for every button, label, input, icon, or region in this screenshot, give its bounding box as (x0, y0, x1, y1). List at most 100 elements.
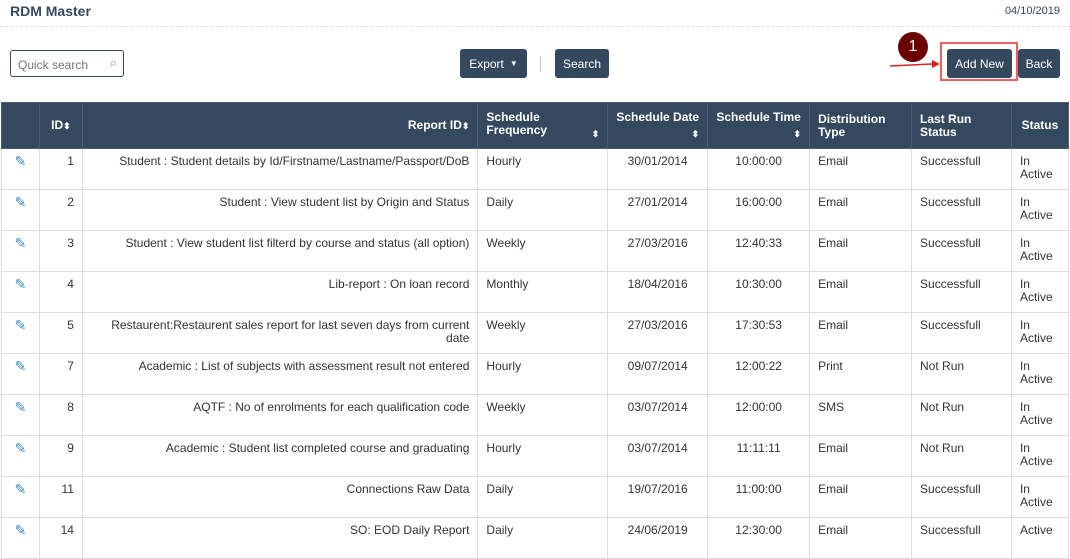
cell: Academic : List of subjects with assessm… (81, 353, 479, 395)
cell: 27/03/2016 (607, 230, 709, 272)
annotation-arrow-icon (889, 60, 940, 68)
cell: 1 (38, 148, 83, 190)
cell: Successfull (911, 189, 1012, 231)
search-button[interactable]: Search (555, 49, 609, 78)
edit-pencil-icon[interactable]: ✎ (14, 235, 27, 251)
cell: 19/07/2016 (607, 476, 709, 518)
col-header-label: Status (1021, 118, 1059, 132)
edit-cell: ✎ (1, 394, 40, 436)
cell: Email (809, 476, 913, 518)
col-header[interactable]: Report ID⬍ (81, 102, 479, 149)
cell: Email (809, 230, 913, 272)
cell: 18/04/2016 (607, 271, 709, 313)
edit-cell: ✎ (1, 271, 40, 313)
cell: Email (809, 189, 913, 231)
cell: SMS (809, 394, 913, 436)
cell: Hourly (477, 353, 609, 395)
cell: SO: EOD Daily Report (81, 517, 479, 559)
edit-cell: ✎ (1, 353, 40, 395)
sort-icon[interactable]: ⬍ (591, 128, 600, 139)
col-header[interactable]: Last Run Status (911, 102, 1012, 149)
cell: 2 (38, 189, 83, 231)
page-title: RDM Master (10, 3, 91, 19)
cell: 11:11:11 (707, 435, 811, 477)
edit-pencil-icon[interactable]: ✎ (14, 522, 27, 538)
sort-icon[interactable]: ⬍ (793, 128, 802, 139)
quick-search-input[interactable] (16, 57, 105, 73)
table-row: ✎ 5 Restaurent:Restaurent sales report for… (1, 312, 1070, 354)
cell: In Active (1010, 476, 1070, 518)
table-row: ✎ 8 AQTF : No of enrolments for each quali… (1, 394, 1070, 436)
edit-cell: ✎ (1, 148, 40, 190)
cell: In Active (1010, 353, 1070, 395)
edit-pencil-icon[interactable]: ✎ (14, 399, 27, 415)
cell: Not Run (911, 394, 1012, 436)
table-row: ✎ 9 Academic : Student list completed cour… (1, 435, 1070, 477)
cell: 14 (38, 517, 83, 559)
col-header[interactable]: Schedule Frequency ⬍ (477, 102, 609, 149)
cell: 11 (38, 476, 83, 518)
sort-icon[interactable]: ⬍ (691, 128, 700, 139)
cell: In Active (1010, 230, 1070, 272)
sort-icon[interactable]: ⬍ (461, 120, 470, 131)
back-button[interactable]: Back (1018, 49, 1060, 78)
edit-pencil-icon[interactable]: ✎ (14, 481, 27, 497)
cell: Connections Raw Data (81, 476, 479, 518)
col-header-label: Schedule Time (716, 109, 801, 124)
separator (540, 56, 541, 72)
rdm-table: ID⬍ Report ID⬍ Schedule Frequency ⬍ Schedule… (1, 102, 1070, 559)
edit-pencil-icon[interactable]: ✎ (14, 358, 27, 374)
edit-pencil-icon[interactable]: ✎ (14, 194, 27, 210)
cell: Successfull (911, 517, 1012, 559)
table-row: ✎ 7 Academic : List of subjects with asses… (1, 353, 1070, 395)
cell: 8 (38, 394, 83, 436)
cell: 17:30:53 (707, 312, 811, 354)
sort-icon[interactable]: ⬍ (63, 120, 71, 131)
col-header-label: ID (51, 117, 64, 132)
cell: Student : Student details by Id/Firstnam… (81, 148, 479, 190)
cell: Print (809, 353, 913, 395)
edit-pencil-icon[interactable]: ✎ (14, 276, 27, 292)
cell: Email (809, 312, 913, 354)
edit-pencil-icon[interactable]: ✎ (14, 317, 27, 333)
cell: Email (809, 148, 913, 190)
edit-cell: ✎ (1, 230, 40, 272)
cell: Hourly (477, 435, 609, 477)
cell: 10:30:00 (707, 271, 811, 313)
col-edit (1, 102, 40, 149)
cell: Hourly (477, 148, 609, 190)
col-header[interactable]: Status (1010, 102, 1070, 149)
cell: 12:00:22 (707, 353, 811, 395)
table-row: ✎ 4 Lib-report : On loan record Monthly 18/0… (1, 271, 1070, 313)
cell: Email (809, 271, 913, 313)
cell: AQTF : No of enrolments for each qualifi… (81, 394, 479, 436)
cell: Weekly (477, 312, 609, 354)
export-button[interactable]: Export ▼ (460, 49, 527, 78)
cell: In Active (1010, 312, 1070, 354)
current-date: 04/10/2019 (1004, 5, 1060, 17)
cell: 03/07/2014 (607, 394, 709, 436)
quick-search[interactable]: ⌕ (10, 50, 124, 77)
col-header[interactable]: Schedule Time ⬍ (707, 102, 811, 149)
search-icon[interactable]: ⌕ (109, 55, 117, 70)
highlight-box (940, 42, 1018, 81)
divider (0, 26, 1070, 27)
add-new-button[interactable]: Add New (947, 49, 1012, 78)
cell: 10:00:00 (707, 148, 811, 190)
edit-pencil-icon[interactable]: ✎ (14, 153, 27, 169)
col-header[interactable]: Schedule Date ⬍ (607, 102, 709, 149)
col-header[interactable]: Distribution Type (809, 102, 913, 149)
export-label: Export (469, 56, 504, 71)
col-header-label: Last Run Status (920, 111, 972, 139)
annotation-badge: 1 (898, 32, 928, 62)
col-header[interactable]: ID⬍ (38, 102, 83, 149)
cell: 16:00:00 (707, 189, 811, 231)
edit-cell: ✎ (1, 189, 40, 231)
cell: Successfull (911, 230, 1012, 272)
edit-cell: ✎ (1, 435, 40, 477)
cell: Email (809, 435, 913, 477)
edit-cell: ✎ (1, 476, 40, 518)
cell: Weekly (477, 230, 609, 272)
cell: Daily (477, 476, 609, 518)
edit-pencil-icon[interactable]: ✎ (14, 440, 27, 456)
